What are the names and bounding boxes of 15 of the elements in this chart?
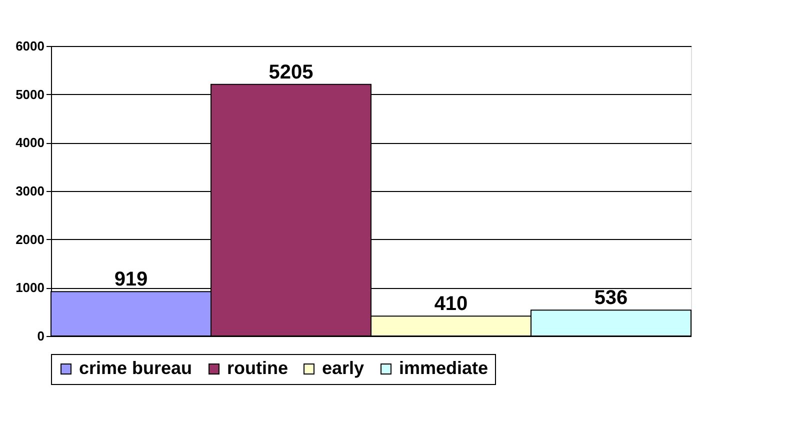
data-label: 5205 <box>268 61 314 84</box>
y-tick-label: 3000 <box>16 184 44 198</box>
data-label: 536 <box>594 287 628 310</box>
y-tick-label: 4000 <box>16 135 44 150</box>
legend-label: routine <box>227 358 288 378</box>
y-tick-label: 5000 <box>16 86 44 102</box>
y-tick-label: 1000 <box>16 280 44 296</box>
data-label: 410 <box>434 293 468 316</box>
y-tick-label: 6000 <box>16 38 44 54</box>
y-tick-label: 2000 <box>16 232 44 247</box>
legend-label: early <box>322 358 364 378</box>
legend-label: immediate <box>399 358 488 378</box>
data-label: 919 <box>114 268 148 291</box>
legend-label: crime bureau <box>79 358 192 378</box>
y-tick-label: 0 <box>37 328 44 344</box>
